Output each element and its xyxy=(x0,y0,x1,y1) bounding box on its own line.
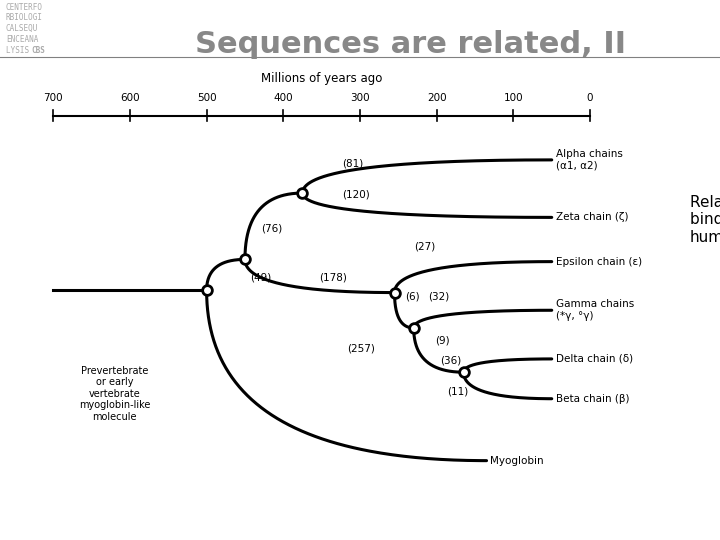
Text: Myoglobin: Myoglobin xyxy=(490,456,544,465)
Text: 700: 700 xyxy=(43,93,63,103)
Text: LYSIS: LYSIS xyxy=(6,46,34,55)
Text: (36): (36) xyxy=(440,355,461,366)
Text: ENCEANA: ENCEANA xyxy=(6,35,38,44)
Text: Delta chain (δ): Delta chain (δ) xyxy=(556,354,633,364)
Text: (178): (178) xyxy=(319,272,347,282)
Text: (6): (6) xyxy=(405,292,420,301)
Text: (9): (9) xyxy=(436,336,450,346)
Text: 500: 500 xyxy=(197,93,217,103)
Text: Epsilon chain (ε): Epsilon chain (ε) xyxy=(556,256,642,267)
Text: 200: 200 xyxy=(427,93,446,103)
Text: RBIOLOGI: RBIOLOGI xyxy=(6,14,42,23)
Text: CBS: CBS xyxy=(32,46,45,55)
Text: 100: 100 xyxy=(503,93,523,103)
Text: Related oxygen-
binding proteins in
humans: Related oxygen- binding proteins in huma… xyxy=(690,195,720,245)
Text: Gamma chains
(*γ, °γ): Gamma chains (*γ, °γ) xyxy=(556,300,634,321)
Text: (81): (81) xyxy=(342,158,363,168)
Text: (49): (49) xyxy=(250,272,271,282)
Text: 600: 600 xyxy=(120,93,140,103)
Text: (27): (27) xyxy=(415,241,436,252)
Text: Zeta chain (ζ): Zeta chain (ζ) xyxy=(556,212,628,222)
Text: (120): (120) xyxy=(342,190,370,200)
Text: 400: 400 xyxy=(274,93,293,103)
Text: Alpha chains
(α1, α2): Alpha chains (α1, α2) xyxy=(556,149,623,171)
Text: 300: 300 xyxy=(350,93,370,103)
Text: Beta chain (β): Beta chain (β) xyxy=(556,394,629,404)
Text: Prevertebrate
or early
vertebrate
myoglobin-like
molecule: Prevertebrate or early vertebrate myoglo… xyxy=(79,366,150,422)
Text: (257): (257) xyxy=(348,343,375,353)
Text: (11): (11) xyxy=(448,387,469,396)
Text: CALSEQU: CALSEQU xyxy=(6,24,38,33)
Text: (76): (76) xyxy=(261,224,282,234)
Text: 0: 0 xyxy=(587,93,593,103)
Text: (32): (32) xyxy=(428,292,449,301)
Text: Millions of years ago: Millions of years ago xyxy=(261,72,382,85)
Text: Sequences are related, II: Sequences are related, II xyxy=(195,30,626,59)
Text: CENTERFO: CENTERFO xyxy=(6,3,42,12)
